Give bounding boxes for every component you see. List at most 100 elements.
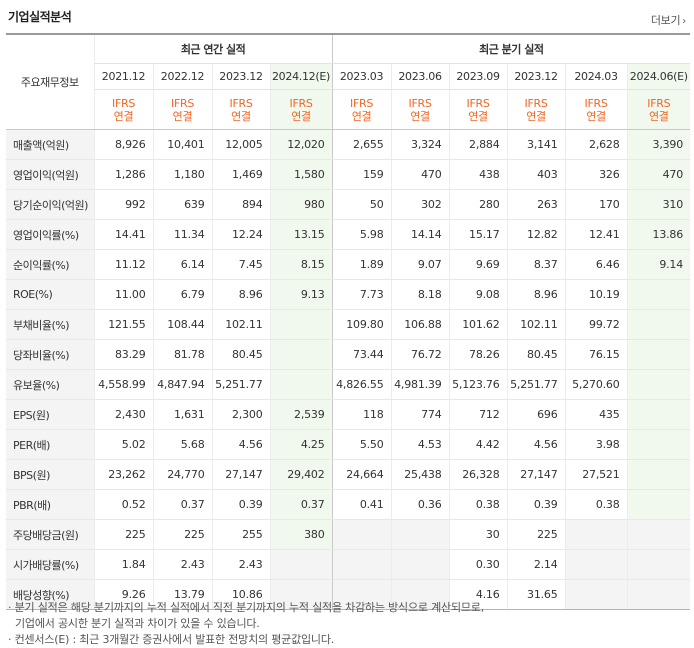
period-header: 2024.12(E) xyxy=(269,63,333,90)
value-cell: 0.38 xyxy=(448,489,508,520)
value-cell: 774 xyxy=(390,399,450,430)
ifrs-basis-header: IFRS 연결 xyxy=(390,89,450,130)
period-header: 2023.03 xyxy=(331,63,392,90)
value-cell: 106.88 xyxy=(390,309,450,340)
ifrs-label: IFRS xyxy=(466,96,490,110)
value-cell: 2,300 xyxy=(211,399,270,430)
value-cell: 10,401 xyxy=(152,129,212,160)
value-cell xyxy=(564,579,628,610)
value-cell: 2,884 xyxy=(448,129,508,160)
table-row: 유보율(%) 4,558.99 4,847.94 5,251.77 4,826.55 4,… xyxy=(6,369,691,400)
row-label: 주당배당금(원) xyxy=(6,519,94,550)
value-cell: 24,664 xyxy=(331,459,392,490)
value-cell: 9.13 xyxy=(269,279,333,310)
row-label: 영업이익(억원) xyxy=(6,159,94,190)
value-cell: 5.50 xyxy=(331,429,392,460)
value-cell: 0.30 xyxy=(448,549,508,580)
value-cell: 2.43 xyxy=(152,549,212,580)
value-cell: 7.73 xyxy=(331,279,392,310)
value-cell: 0.37 xyxy=(269,489,333,520)
row-label: 당좌비율(%) xyxy=(6,339,94,370)
value-cell: 5,270.60 xyxy=(564,369,628,400)
basis-label: 연결 xyxy=(410,109,430,123)
value-cell: 470 xyxy=(390,159,450,190)
period-header: 2022.12 xyxy=(152,63,212,90)
value-cell: 12.24 xyxy=(211,219,270,250)
value-cell: 5.68 xyxy=(152,429,212,460)
value-cell: 4.25 xyxy=(269,429,333,460)
value-cell: 11.00 xyxy=(93,279,153,310)
value-cell: 980 xyxy=(269,189,333,220)
row-label: 시가배당률(%) xyxy=(6,549,94,580)
period-header: 2024.03 xyxy=(564,63,628,90)
value-cell: 50 xyxy=(331,189,392,220)
footnote-1: · 분기 실적은 해당 분기까지의 누적 실적에서 직전 분기까지의 누적 실적… xyxy=(8,601,485,614)
value-cell: 14.14 xyxy=(390,219,450,250)
value-cell: 2,628 xyxy=(564,129,628,160)
row-label: 부채비율(%) xyxy=(6,309,94,340)
period-header: 2023.09 xyxy=(448,63,508,90)
more-label[interactable]: 더보기 xyxy=(650,14,681,27)
basis-label: 연결 xyxy=(113,109,134,123)
value-cell: 225 xyxy=(152,519,212,550)
ifrs-basis-header: IFRS 연결 xyxy=(626,89,691,130)
value-cell: 4,558.99 xyxy=(93,369,153,400)
value-cell: 6.79 xyxy=(152,279,212,310)
value-cell: 4.53 xyxy=(390,429,450,460)
value-cell: 1.89 xyxy=(331,249,392,280)
value-cell xyxy=(626,399,691,430)
value-cell: 4.42 xyxy=(448,429,508,460)
more-link[interactable]: 더보기 › xyxy=(651,12,686,28)
value-cell: 83.29 xyxy=(93,339,153,370)
value-cell: 4.56 xyxy=(506,429,566,460)
value-cell: 894 xyxy=(211,189,270,220)
value-cell: 109.80 xyxy=(331,309,392,340)
value-cell: 8.37 xyxy=(506,249,566,280)
value-cell: 31.65 xyxy=(506,579,566,610)
value-cell: 280 xyxy=(448,189,508,220)
ifrs-label: IFRS xyxy=(350,96,374,110)
value-cell: 29,402 xyxy=(269,459,333,490)
value-cell xyxy=(390,549,450,580)
value-cell: 8.96 xyxy=(506,279,566,310)
period-header: 2023.12 xyxy=(506,63,566,90)
value-cell: 27,147 xyxy=(506,459,566,490)
value-cell: 23,262 xyxy=(93,459,153,490)
value-cell: 2,430 xyxy=(93,399,153,430)
ifrs-label: IFRS xyxy=(647,96,671,110)
value-cell: 4.16 xyxy=(448,579,508,610)
ifrs-label: IFRS xyxy=(408,96,432,110)
value-cell: 1,180 xyxy=(152,159,212,190)
row-label: EPS(원) xyxy=(6,399,94,430)
value-cell: 102.11 xyxy=(506,309,566,340)
value-cell: 403 xyxy=(506,159,566,190)
value-cell: 438 xyxy=(448,159,508,190)
value-cell: 8.18 xyxy=(390,279,450,310)
value-cell: 2,539 xyxy=(269,399,333,430)
value-cell xyxy=(269,549,333,580)
value-cell: 435 xyxy=(564,399,628,430)
value-cell xyxy=(626,579,691,610)
ifrs-label: IFRS xyxy=(584,96,608,110)
value-cell: 5.98 xyxy=(331,219,392,250)
ifrs-label: IFRS xyxy=(171,96,194,110)
value-cell: 3,324 xyxy=(390,129,450,160)
ifrs-basis-header: IFRS 연결 xyxy=(269,89,333,130)
period-header: 2021.12 xyxy=(93,63,153,90)
ifrs-basis-header: IFRS 연결 xyxy=(93,89,153,130)
value-cell: 0.41 xyxy=(331,489,392,520)
value-cell xyxy=(564,519,628,550)
ifrs-basis-header: IFRS 연결 xyxy=(506,89,566,130)
basis-label: 연결 xyxy=(526,109,546,123)
value-cell: 5,251.77 xyxy=(211,369,270,400)
value-cell: 99.72 xyxy=(564,309,628,340)
period-header: 2023.12 xyxy=(211,63,270,90)
value-cell: 11.12 xyxy=(93,249,153,280)
period-header: 2024.06(E) xyxy=(626,63,691,90)
row-label: 당기순이익(억원) xyxy=(6,189,94,220)
value-cell: 80.45 xyxy=(506,339,566,370)
footnote-2: · 컨센서스(E) : 최근 3개월간 증권사에서 발표한 전망치의 평균값입니… xyxy=(8,633,335,646)
value-cell: 7.45 xyxy=(211,249,270,280)
value-cell: 30 xyxy=(448,519,508,550)
value-cell: 3.98 xyxy=(564,429,628,460)
